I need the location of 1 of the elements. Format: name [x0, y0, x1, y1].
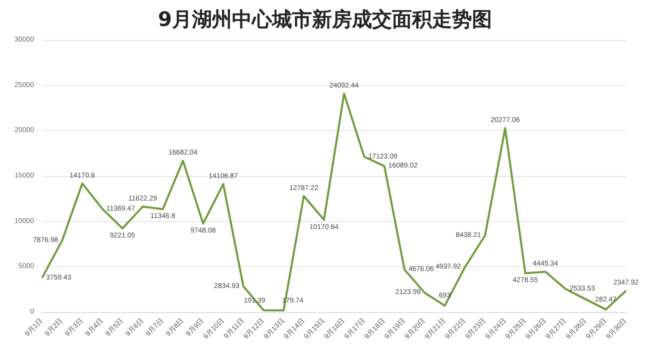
chart-title: 9月湖州中心城市新房成交面积走势图	[158, 7, 492, 31]
